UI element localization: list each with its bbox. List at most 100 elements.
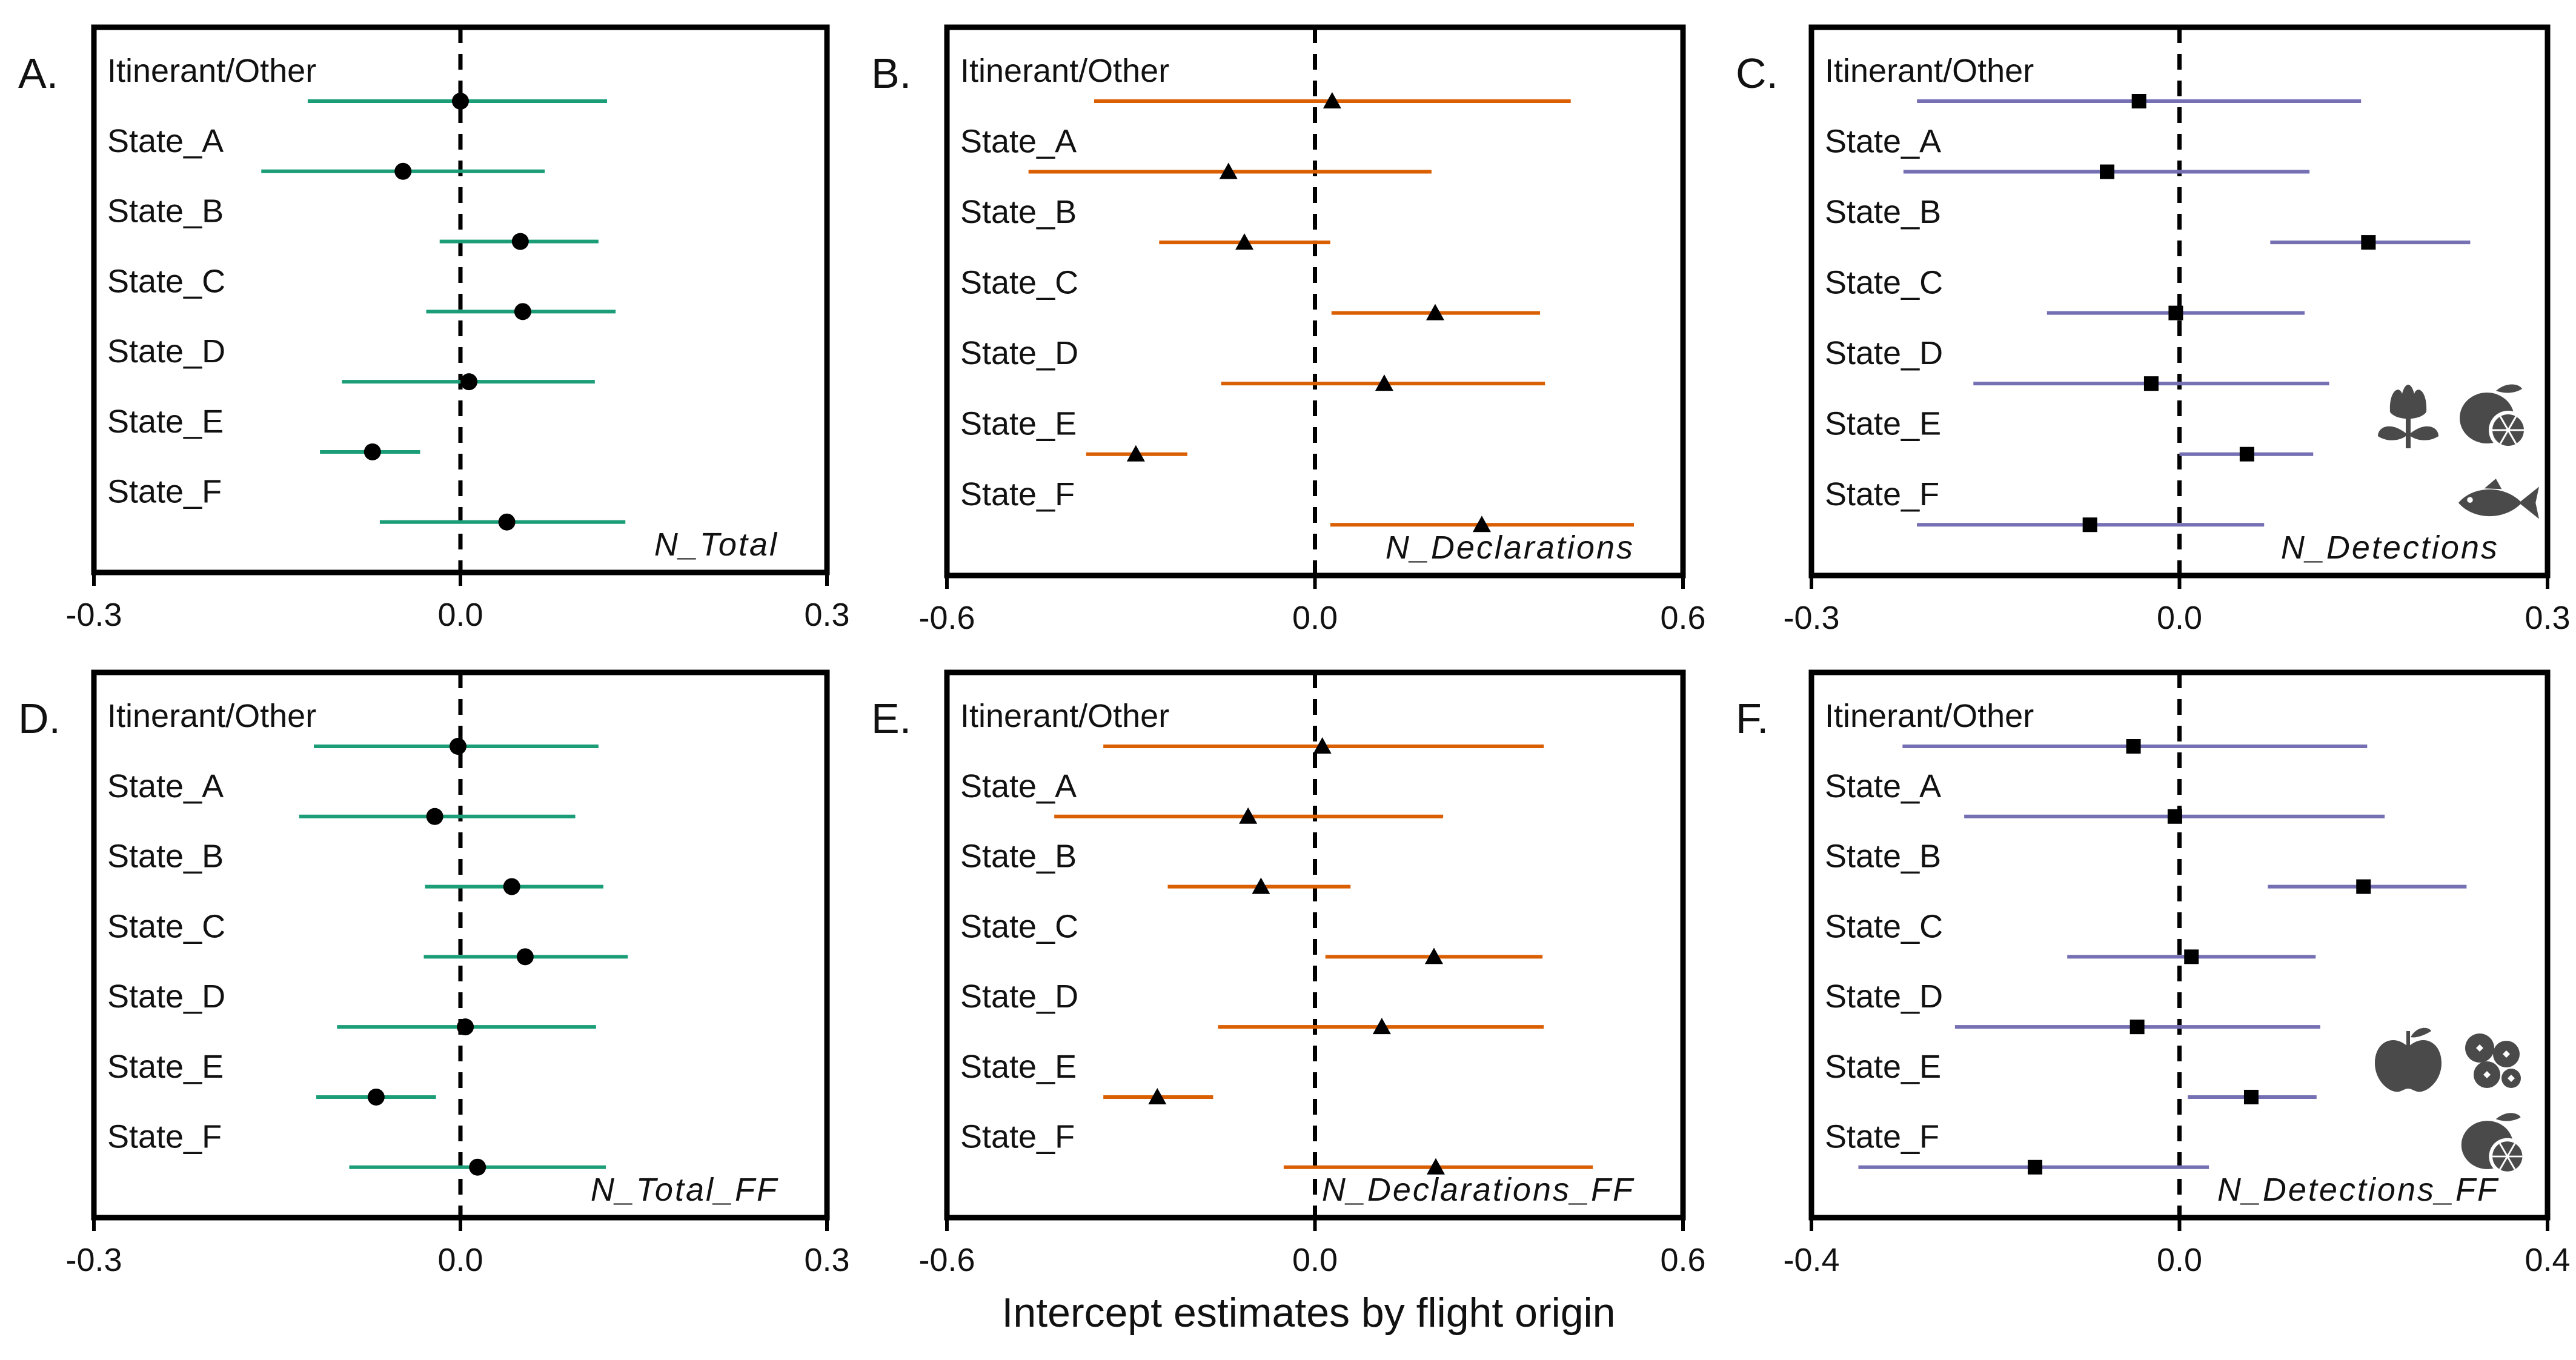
estimate-point <box>469 1158 486 1176</box>
estimate-point <box>516 948 534 966</box>
apple-leaf-shape <box>2411 1027 2431 1038</box>
x-tick-label: -0.6 <box>918 1242 975 1278</box>
category-label: State_B <box>107 838 224 875</box>
category-label: State_C <box>107 908 225 944</box>
flower-leaf-right-shape <box>2411 426 2438 440</box>
series-label: N_Declarations <box>1386 529 1635 566</box>
x-tick-label: -0.6 <box>918 600 975 636</box>
estimate-point <box>1219 162 1238 179</box>
estimate-point <box>1148 1087 1167 1104</box>
fish-fin-shape <box>2484 479 2502 489</box>
x-tick-label: 0.4 <box>2525 1242 2570 1278</box>
x-tick-label: 0.3 <box>804 1242 849 1278</box>
category-label: State_E <box>1825 1049 1941 1085</box>
citrus-leaf-shape <box>2495 1113 2521 1121</box>
panel-letter: D. <box>18 695 61 742</box>
estimate-point <box>1426 1158 1445 1175</box>
category-label: State_F <box>1825 476 1939 512</box>
flower-stem-shape <box>2406 415 2411 448</box>
panel-d: D. -0.3 0.0 0.3 Itinerant/Other State_A State_… <box>18 669 850 1278</box>
citrus-leaf-shape <box>2496 384 2522 393</box>
estimate-point <box>1235 233 1254 250</box>
category-label: State_E <box>107 403 224 440</box>
x-tick-label: 0.0 <box>437 1242 483 1278</box>
category-label: Itinerant/Other <box>960 698 1169 734</box>
category-label: State_E <box>960 406 1077 442</box>
estimate-point <box>394 162 412 180</box>
fish-tail-shape <box>2518 486 2539 519</box>
estimate-point <box>457 1018 474 1036</box>
estimate-point <box>2028 1159 2043 1175</box>
estimate-point <box>2130 1020 2145 1035</box>
citrus-segment-line <box>2507 416 2517 431</box>
category-label: State_A <box>1825 768 1941 804</box>
estimate-point <box>2167 809 2182 824</box>
citrus-segment-line <box>2507 430 2517 445</box>
citrus-icon <box>2460 384 2528 449</box>
citrus-segment-line <box>2506 1143 2516 1157</box>
x-tick-label: 0.3 <box>804 597 849 633</box>
flower-icon <box>2378 385 2438 448</box>
citrus-segment-line <box>2499 416 2509 431</box>
citrus-segment-line <box>2499 1143 2508 1157</box>
citrus-segment-line <box>2506 1156 2516 1170</box>
apple-icon <box>2375 1027 2442 1092</box>
estimate-point <box>2143 376 2159 391</box>
estimate-point <box>426 808 443 825</box>
x-axis-title: Intercept estimates by flight origin <box>1002 1290 1616 1336</box>
category-label: State_A <box>960 124 1077 160</box>
x-tick-label: 0.0 <box>2157 600 2202 636</box>
x-tick-label: -0.3 <box>1783 600 1839 636</box>
citrus-segment-line <box>2499 1156 2508 1170</box>
estimate-point <box>2168 305 2183 320</box>
category-label: State_A <box>1825 124 1941 160</box>
category-label: State_D <box>960 978 1078 1015</box>
category-label: State_E <box>107 1049 224 1085</box>
category-label: State_E <box>960 1049 1077 1085</box>
panel-letter: C. <box>1736 50 1778 97</box>
category-label: State_D <box>107 978 225 1015</box>
x-tick-label: 0.0 <box>2157 1242 2202 1278</box>
category-label: Itinerant/Other <box>1825 698 2034 734</box>
estimate-point <box>2239 446 2254 462</box>
panel-letter: E. <box>871 695 911 742</box>
estimate-point <box>1426 304 1444 320</box>
category-label: State_D <box>1825 978 1943 1015</box>
series-label: N_Total_FF <box>591 1172 778 1208</box>
series-label: N_Declarations_FF <box>1322 1172 1635 1208</box>
flower-leaf-left-shape <box>2378 426 2406 440</box>
category-label: State_A <box>960 768 1077 804</box>
berry-crown-mark <box>2508 1075 2515 1082</box>
estimate-point <box>367 1088 385 1106</box>
category-label: State_F <box>107 1119 222 1155</box>
category-label: State_D <box>107 333 225 370</box>
berries-icon <box>2465 1033 2521 1088</box>
estimate-point <box>363 443 381 460</box>
panel-letter: F. <box>1736 695 1768 742</box>
berry-crown-mark <box>2503 1050 2510 1058</box>
estimate-point <box>1372 1018 1391 1035</box>
citrus-segment-line <box>2499 430 2509 445</box>
category-label: State_F <box>960 1119 1075 1155</box>
x-tick-label: 0.0 <box>1292 600 1338 636</box>
category-label: State_B <box>107 193 224 230</box>
estimate-point <box>1375 374 1393 391</box>
apple-body-shape <box>2375 1040 2442 1092</box>
category-label: State_A <box>107 768 224 804</box>
panel-f: F. -0.4 0.0 0.4 Itinerant/Other State_A State_… <box>1736 669 2571 1278</box>
series-label: N_Detections_FF <box>2217 1172 2499 1208</box>
estimate-point <box>2082 517 2097 532</box>
category-label: State_F <box>960 476 1075 512</box>
category-label: State_B <box>1825 194 1941 230</box>
estimate-point <box>1239 807 1258 824</box>
estimate-point <box>1472 516 1491 532</box>
estimate-point <box>1252 877 1270 894</box>
estimate-point <box>452 93 469 110</box>
estimate-point <box>1323 92 1341 108</box>
estimate-point <box>2243 1089 2259 1104</box>
category-label: State_C <box>960 908 1078 944</box>
x-tick-label: -0.4 <box>1783 1242 1839 1278</box>
category-label: State_B <box>1825 838 1941 875</box>
berry-crown-mark <box>2476 1044 2483 1052</box>
